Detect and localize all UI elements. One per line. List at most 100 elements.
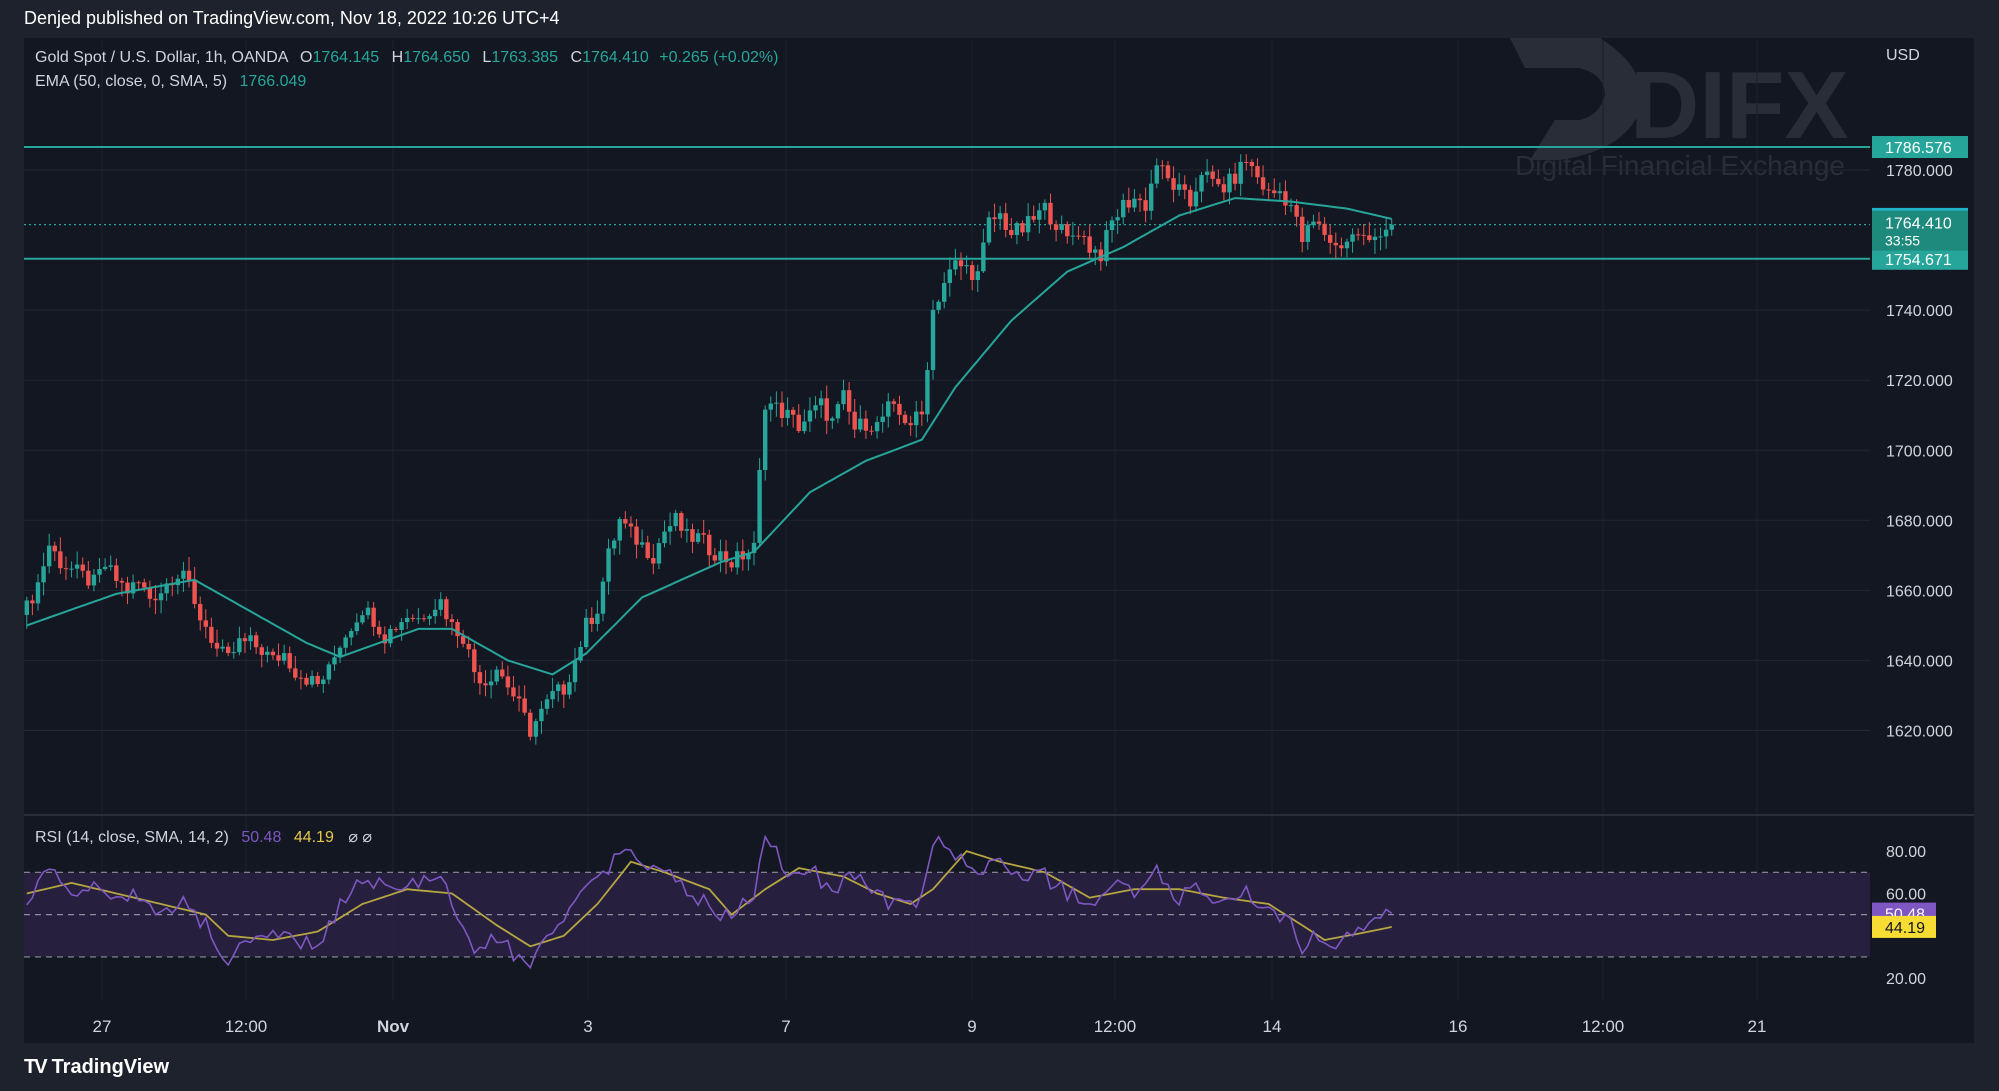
candle-body <box>1272 190 1277 194</box>
candle <box>1076 226 1081 240</box>
candle-body <box>986 217 992 243</box>
candle-body <box>953 260 958 270</box>
candle-body <box>181 570 186 579</box>
candle-body <box>1372 236 1378 241</box>
candle-body <box>455 622 460 637</box>
footer-brand[interactable]: TV TradingView <box>24 1056 169 1079</box>
candle-body <box>1171 178 1176 190</box>
legend-ema[interactable]: EMA (50, close, 0, SMA, 5) 1766.049 <box>35 73 306 90</box>
candle <box>1048 193 1053 230</box>
candle <box>567 674 572 699</box>
candle-body <box>1098 249 1104 262</box>
candle <box>516 685 522 712</box>
candle <box>908 415 913 436</box>
legend-l-label: L <box>482 49 491 66</box>
candle <box>63 556 69 580</box>
candle-body <box>539 708 544 722</box>
rsi-line <box>26 834 1393 970</box>
candle-body <box>354 622 360 632</box>
candle <box>432 599 438 624</box>
candle <box>102 558 108 571</box>
price-axis[interactable]: 1620.000 1640.000 1660.000 1680.000 1700.000… <box>1872 136 1968 740</box>
candle <box>1378 227 1383 251</box>
candle-body <box>802 421 807 432</box>
candle-body <box>248 635 253 642</box>
candle-body <box>779 402 785 418</box>
candle-body <box>119 581 125 583</box>
candle <box>371 601 376 636</box>
candle <box>774 391 779 417</box>
candle-body <box>611 540 617 549</box>
candle-body <box>751 542 757 554</box>
candle <box>556 681 561 702</box>
candle-body <box>975 271 980 280</box>
legend-c-value: 1764.410 <box>582 49 649 66</box>
time-axis[interactable]: 27 12:00 Nov 3 7 9 12:00 14 16 12:00 21 <box>93 1017 1767 1036</box>
time-tick-label: Nov <box>377 1017 410 1036</box>
candle-body <box>371 607 376 627</box>
candle <box>225 642 231 657</box>
candle-body <box>108 565 113 567</box>
candle-body <box>606 548 611 582</box>
candle-body <box>488 681 494 686</box>
candle <box>1210 165 1215 187</box>
candle-body <box>1154 165 1159 184</box>
legend-rsi-extra: ⌀ ⌀ <box>348 829 372 846</box>
candle <box>690 523 695 554</box>
candle <box>1087 224 1092 260</box>
candle <box>399 618 404 641</box>
candle <box>852 399 857 439</box>
candle <box>651 544 656 575</box>
candle-body <box>925 370 930 415</box>
candle-body <box>1350 234 1355 242</box>
candle <box>617 516 622 555</box>
legend-main[interactable]: Gold Spot / U.S. Dollar, 1h, OANDA O1764… <box>35 49 778 66</box>
candle <box>667 512 673 545</box>
candle-body <box>1081 235 1087 237</box>
candle <box>841 379 846 410</box>
candle <box>1272 178 1277 198</box>
candle <box>270 648 276 660</box>
candle <box>438 592 443 616</box>
candle-body <box>91 574 97 586</box>
candle <box>1132 189 1137 212</box>
candle-body <box>695 533 701 542</box>
candle <box>444 596 449 627</box>
candle <box>377 620 382 638</box>
watermark-brand: DIFX <box>1630 52 1849 159</box>
candle <box>858 405 863 433</box>
candle-body <box>1378 236 1383 238</box>
legend-rsi[interactable]: RSI (14, close, SMA, 14, 2) 50.48 44.19 … <box>35 829 372 846</box>
candle-body <box>365 607 371 616</box>
candle-body <box>421 618 427 620</box>
candle <box>1232 162 1238 191</box>
candle-body <box>1182 184 1187 190</box>
candle-body <box>343 637 348 648</box>
candle-body <box>790 409 796 415</box>
candle-body <box>1025 216 1031 233</box>
candle <box>1300 207 1305 253</box>
candle <box>1260 165 1266 196</box>
candle-body <box>556 684 561 692</box>
candle <box>595 600 600 632</box>
candle-body <box>276 655 281 661</box>
candle <box>1182 175 1187 200</box>
candle <box>259 644 264 668</box>
candle-body <box>1333 242 1338 246</box>
candle-body <box>942 282 947 302</box>
candle <box>1003 202 1008 238</box>
candle <box>1126 187 1131 213</box>
candle-body <box>1383 229 1389 237</box>
candle-body <box>449 619 455 623</box>
candle-body <box>237 638 242 653</box>
candle-body <box>863 418 869 431</box>
candle <box>404 608 410 630</box>
candle <box>253 631 259 654</box>
candle <box>863 410 869 439</box>
candle-body <box>304 677 309 685</box>
candle-body <box>919 411 925 415</box>
candle-body <box>293 668 298 678</box>
candle-body <box>466 643 471 650</box>
